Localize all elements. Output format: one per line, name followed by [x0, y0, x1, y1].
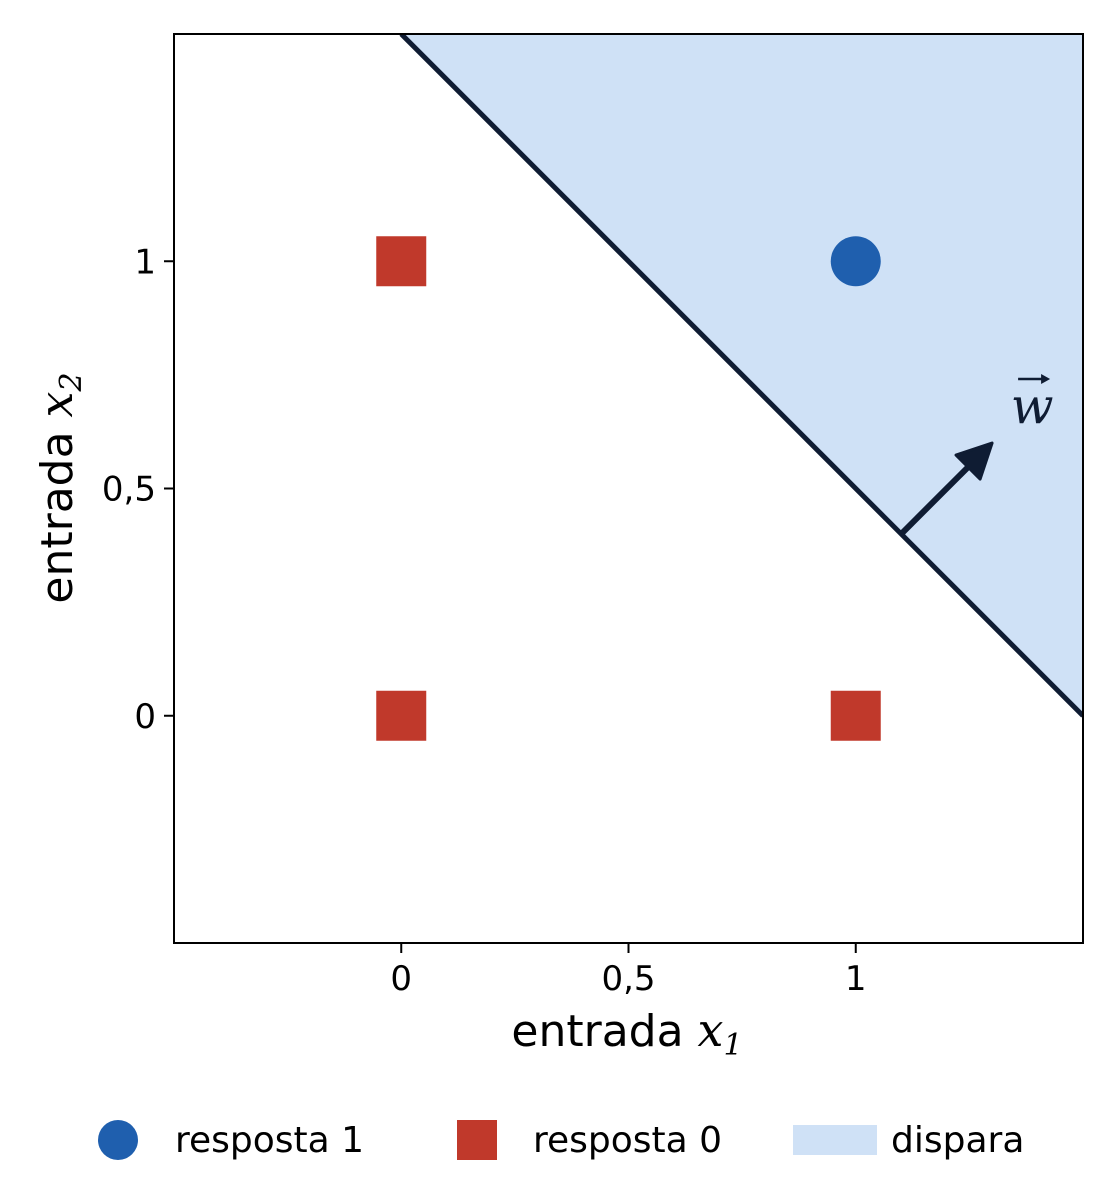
point-resposta-0 — [830, 690, 881, 741]
y-axis-sub: 2 — [54, 372, 89, 392]
y-axis-title: entrada x2 — [29, 372, 89, 603]
data-points — [376, 236, 881, 741]
legend: resposta 1 resposta 0 dispara — [98, 1120, 1024, 1161]
x-tick-label: 0 — [390, 959, 412, 999]
x-axis-title: entrada x1 — [511, 1003, 742, 1063]
legend-square-icon — [457, 1120, 497, 1160]
x-tick-label: 1 — [845, 959, 867, 999]
legend-label-resposta-1: resposta 1 — [175, 1120, 364, 1161]
x-axis-title-text: entrada — [511, 1006, 697, 1057]
x-tick-label: 0,5 — [601, 959, 655, 999]
y-tick-label: 1 — [134, 242, 156, 282]
legend-label-dispara: dispara — [891, 1120, 1024, 1161]
weight-vector-arrow — [899, 374, 1051, 537]
x-axis-ticks: 0 0,5 1 — [390, 943, 867, 999]
y-tick-label: 0,5 — [102, 470, 156, 510]
legend-label-resposta-0: resposta 0 — [533, 1120, 722, 1161]
y-axis-ticks: 00,51 — [102, 242, 174, 737]
decision-boundary-line — [399, 34, 1083, 718]
x-axis-var: x — [698, 1003, 724, 1057]
vector-accent-head — [1041, 374, 1051, 385]
weight-vector-shaft — [899, 464, 971, 537]
y-tick-label: 0 — [134, 697, 156, 737]
y-axis-title-text: entrada — [32, 417, 83, 603]
y-axis-var: x — [29, 391, 83, 417]
point-resposta-0 — [376, 236, 427, 287]
legend-patch-icon — [793, 1125, 877, 1155]
point-resposta-1 — [830, 236, 881, 287]
weight-vector-label: w — [1011, 377, 1054, 435]
point-resposta-0 — [376, 690, 427, 741]
legend-circle-icon — [98, 1120, 138, 1160]
weight-vector-head — [954, 441, 994, 481]
x-axis-sub: 1 — [724, 1028, 743, 1063]
